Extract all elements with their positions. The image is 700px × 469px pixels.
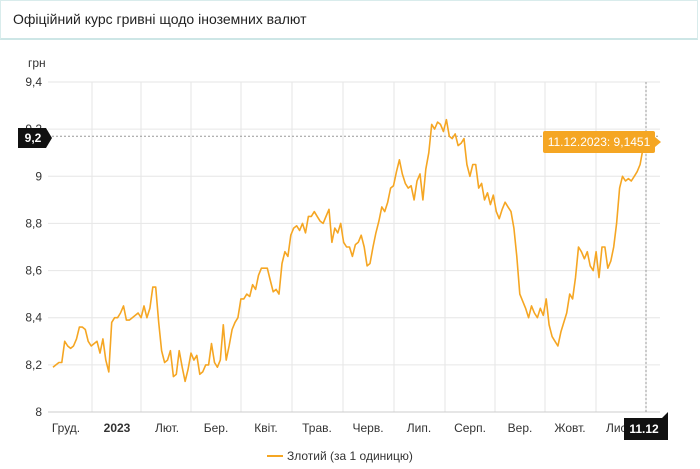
x-tick-label: Жовт. xyxy=(554,421,585,435)
x-marker-label: 11.12 xyxy=(629,422,659,436)
y-marker-label: 9,2 xyxy=(25,131,42,145)
y-marker-box xyxy=(18,128,52,148)
x-tick-label: Груд. xyxy=(52,421,80,435)
tooltip-label: 11.12.2023: 9,1451 xyxy=(548,135,651,149)
chart-header: Офіційний курс гривні щодо іноземних вал… xyxy=(0,0,698,40)
y-tick-label: 9 xyxy=(35,169,42,183)
x-tick-label: Серп. xyxy=(454,421,486,435)
y-tick-label: 8,8 xyxy=(25,216,42,230)
y-ticks: 8 8,2 8,4 8,6 8,8 9 9,2 9,4 xyxy=(25,75,42,419)
grid xyxy=(48,81,660,413)
x-tick-label: Трав. xyxy=(302,421,332,435)
y-tick-label: 8,2 xyxy=(25,358,42,372)
y-tick-label: 8,6 xyxy=(25,264,42,278)
legend-label: Злотий (за 1 одиницю) xyxy=(287,449,413,463)
y-tick-label: 8 xyxy=(35,405,42,419)
chart-title: Офіційний курс гривні щодо іноземних вал… xyxy=(13,11,307,27)
tooltip: 11.12.2023: 9,1451 xyxy=(543,131,661,153)
x-tick-label: Бер. xyxy=(204,421,229,435)
x-ticks: Груд. 2023 Лют. Бер. Квіт. Трав. Черв. Лип. Серп… xyxy=(52,421,634,435)
x-tick-label: Лип. xyxy=(407,421,431,435)
series-line xyxy=(52,118,647,383)
tooltip-pointer xyxy=(655,137,661,147)
y-tick-label: 8,4 xyxy=(25,311,42,325)
x-tick-label: Черв. xyxy=(352,421,383,435)
tooltip-box xyxy=(543,131,655,153)
y-axis-unit: грн xyxy=(28,56,46,70)
legend[interactable]: Злотий (за 1 одиницю) xyxy=(267,449,413,463)
x-tick-label: Вер. xyxy=(508,421,533,435)
x-marker-box xyxy=(624,412,668,440)
y-tick-label: 9,4 xyxy=(25,75,42,89)
series-layer xyxy=(52,118,650,383)
crosshair-x-label: 11.12 xyxy=(624,412,668,440)
x-tick-label: Квіт. xyxy=(254,421,278,435)
x-tick-label: 2023 xyxy=(104,421,131,435)
x-tick-label: Лют. xyxy=(155,421,179,435)
crosshair-y-label: 9,2 xyxy=(18,128,52,148)
